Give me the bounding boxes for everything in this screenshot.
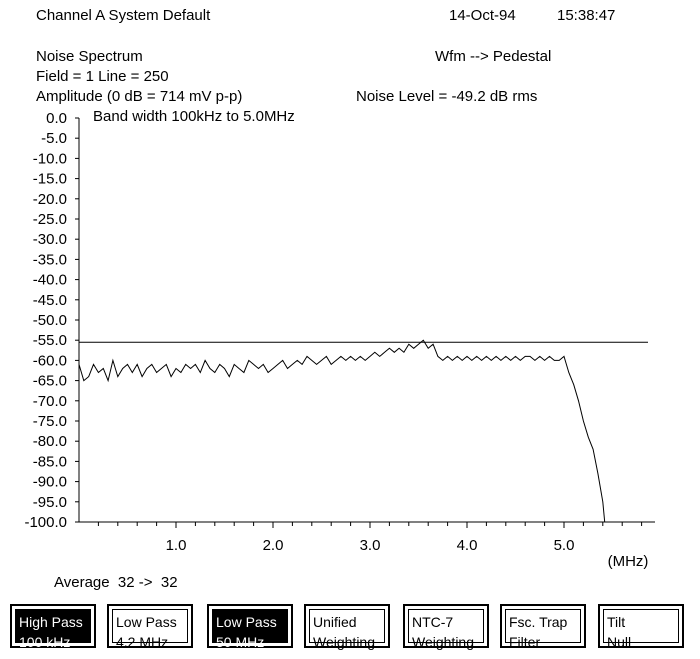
softkey-label-line2: Weighting bbox=[412, 634, 475, 650]
softkey-face: Fsc. Trap Filter bbox=[505, 609, 581, 650]
softkey-1[interactable]: High Pass 100 kHz bbox=[10, 604, 96, 650]
x-tick-label: 3.0 bbox=[360, 537, 381, 554]
x-tick-label: 2.0 bbox=[263, 537, 284, 554]
softkey-5[interactable]: NTC-7 Weighting bbox=[403, 604, 489, 650]
softkey-label-line1: NTC-7 bbox=[412, 614, 454, 630]
softkey-4[interactable]: Unified Weighting bbox=[304, 604, 390, 650]
softkey-label-line2: Null bbox=[607, 634, 632, 650]
x-tick-label: 4.0 bbox=[457, 537, 478, 554]
x-tick-label: 1.0 bbox=[166, 537, 187, 554]
softkey-7[interactable]: Tilt Null bbox=[598, 604, 684, 650]
y-tick-label: -10.0 bbox=[33, 150, 67, 167]
y-tick-label: -90.0 bbox=[33, 474, 67, 491]
y-tick-label: -45.0 bbox=[33, 292, 67, 309]
y-tick-label: -50.0 bbox=[33, 312, 67, 329]
softkey-face: NTC-7 Weighting bbox=[408, 609, 484, 650]
y-tick-label: -95.0 bbox=[33, 494, 67, 511]
softkey-face: Unified Weighting bbox=[309, 609, 385, 650]
y-tick-label: -30.0 bbox=[33, 231, 67, 248]
y-tick-label: -55.0 bbox=[33, 332, 67, 349]
measurement-label: Noise Spectrum bbox=[36, 48, 143, 65]
bandwidth-label: Band width 100kHz to 5.0MHz bbox=[93, 108, 295, 125]
noise-spectrum-chart: 0.0 -5.0 -10.0 -15.0 -20.0 -25.0 -30.0 -35.0 -40… bbox=[24, 110, 655, 570]
y-tick-label: -100.0 bbox=[24, 514, 67, 531]
softkey-label-line1: Fsc. Trap bbox=[509, 614, 568, 630]
y-tick-label: -5.0 bbox=[41, 130, 67, 147]
softkey-6[interactable]: Fsc. Trap Filter bbox=[500, 604, 586, 650]
softkey-face: Low Pass 4.2 MHz bbox=[112, 609, 188, 650]
y-tick-label: 0.0 bbox=[46, 110, 67, 127]
softkey-label-line1: High Pass bbox=[19, 614, 83, 630]
noise-level-label: Noise Level = -49.2 dB rms bbox=[356, 88, 538, 105]
softkey-face: Tilt Null bbox=[603, 609, 679, 650]
softkey-label-line1: Unified bbox=[313, 614, 357, 630]
date-label: 14-Oct-94 bbox=[449, 7, 516, 24]
y-tick-label: -25.0 bbox=[33, 211, 67, 228]
y-tick-label: -80.0 bbox=[33, 433, 67, 450]
softkey-label-line2: 100 kHz bbox=[19, 634, 71, 650]
amplitude-ref-label: Amplitude (0 dB = 714 mV p-p) bbox=[36, 88, 243, 105]
y-tick-label: -65.0 bbox=[33, 373, 67, 390]
x-tick-label: 5.0 bbox=[554, 537, 575, 554]
time-label: 15:38:47 bbox=[557, 7, 616, 24]
y-tick-label: -20.0 bbox=[33, 191, 67, 208]
y-tick-label: -15.0 bbox=[33, 171, 67, 188]
window-title: Channel A System Default bbox=[36, 7, 211, 24]
softkey-3[interactable]: Low Pass 50 MHz bbox=[207, 604, 293, 650]
y-tick-label: -85.0 bbox=[33, 453, 67, 470]
softkey-label-line1: Tilt bbox=[607, 614, 626, 630]
y-tick-label: -35.0 bbox=[33, 251, 67, 268]
softkey-2[interactable]: Low Pass 4.2 MHz bbox=[107, 604, 193, 650]
average-label: Average 32 -> 32 bbox=[54, 574, 178, 591]
softkey-face: High Pass 100 kHz bbox=[15, 609, 91, 650]
softkey-label-line1: Low Pass bbox=[116, 614, 177, 630]
y-tick-label: -70.0 bbox=[33, 393, 67, 410]
y-tick-label: -40.0 bbox=[33, 272, 67, 289]
x-axis-unit-label: (MHz) bbox=[608, 553, 649, 570]
softkey-label-line1: Low Pass bbox=[216, 614, 277, 630]
softkey-face: Low Pass 50 MHz bbox=[212, 609, 288, 650]
softkey-label-line2: Filter bbox=[509, 634, 541, 650]
field-line-label: Field = 1 Line = 250 bbox=[36, 68, 169, 85]
noise-trace bbox=[78, 339, 606, 523]
waveform-label: Wfm --> Pedestal bbox=[435, 48, 552, 65]
softkey-label-line2: 4.2 MHz bbox=[116, 634, 169, 650]
softkey-label-line2: Weighting bbox=[313, 634, 376, 650]
y-tick-label: -60.0 bbox=[33, 352, 67, 369]
y-tick-label: -75.0 bbox=[33, 413, 67, 430]
softkey-label-line2: 50 MHz bbox=[216, 634, 265, 650]
